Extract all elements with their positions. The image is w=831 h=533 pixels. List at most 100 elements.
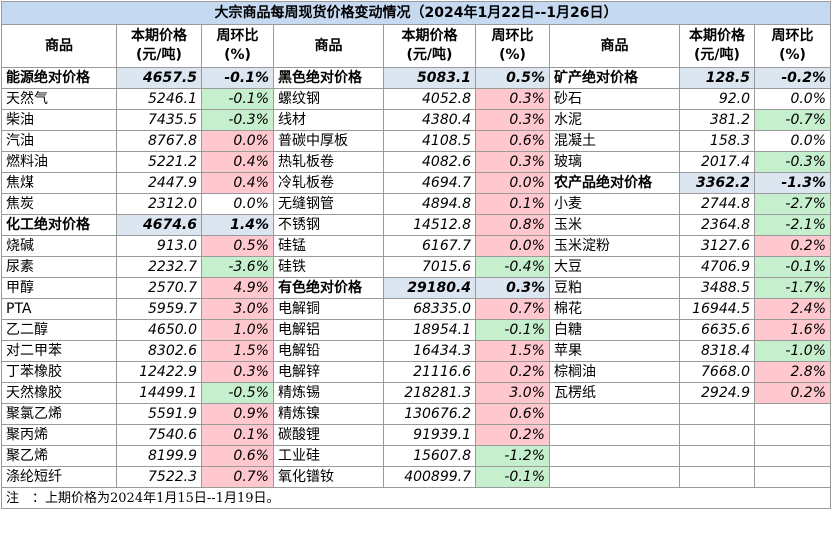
header-price-line2: (元/吨) <box>136 47 182 63</box>
commodity-name: 玉米淀粉 <box>549 235 680 257</box>
commodity-price-table: 大宗商品每周现货价格变动情况（2024年1月22日--1月26日） 商品 本期价格… <box>0 1 831 509</box>
commodity-name: 硅铁 <box>273 256 384 278</box>
table-row: 天然气 5246.1 -0.1% 螺纹钢 4052.8 0.3% 砂石 92.0 0.0% <box>1 88 831 110</box>
commodity-name: 燃料油 <box>1 151 117 173</box>
price-value: 21116.6 <box>383 361 476 383</box>
change-value: 0.3% <box>201 361 274 383</box>
price-value: 2232.7 <box>116 256 202 278</box>
change-value: -0.1% <box>201 67 274 89</box>
table-row: 能源绝对价格 4657.5 -0.1% 黑色绝对价格 5083.1 0.5% 矿产绝对价格 1… <box>1 67 831 89</box>
commodity-name: 硅锰 <box>273 235 384 257</box>
commodity-name: 砂石 <box>549 88 680 110</box>
empty-cell <box>549 403 680 425</box>
category-name: 化工绝对价格 <box>1 214 117 236</box>
commodity-name: 聚丙烯 <box>1 424 117 446</box>
commodity-name: 苹果 <box>549 340 680 362</box>
price-value: 6167.7 <box>383 235 476 257</box>
empty-cell <box>549 424 680 446</box>
price-value: 3127.6 <box>679 235 755 257</box>
price-value: 218281.3 <box>383 382 476 404</box>
change-value: 0.5% <box>475 67 550 89</box>
commodity-name: 氧化镨钕 <box>273 466 384 488</box>
commodity-name: 瓦楞纸 <box>549 382 680 404</box>
price-value: 16944.5 <box>679 298 755 320</box>
price-value: 4108.5 <box>383 130 476 152</box>
header-price: 本期价格 (元/吨) <box>383 24 476 68</box>
category-name: 黑色绝对价格 <box>273 67 384 89</box>
table-row: 尿素 2232.7 -3.6% 硅铁 7015.6 -0.4% 大豆 4706.9 -0.1% <box>1 256 831 278</box>
price-value: 2924.9 <box>679 382 755 404</box>
price-value: 128.5 <box>679 67 755 89</box>
header-change-line2: (%) <box>499 47 526 63</box>
commodity-name: 碳酸锂 <box>273 424 384 446</box>
change-value: 0.2% <box>753 235 831 257</box>
commodity-name: 尿素 <box>1 256 117 278</box>
change-value: 1.6% <box>753 319 831 341</box>
price-value: 7435.5 <box>116 109 202 131</box>
empty-cell <box>679 424 755 446</box>
change-value: 0.0% <box>475 235 550 257</box>
empty-cell <box>549 445 680 467</box>
price-value: 5246.1 <box>116 88 202 110</box>
change-value: 2.8% <box>753 361 831 383</box>
price-value: 15607.8 <box>383 445 476 467</box>
commodity-name: 聚氯乙烯 <box>1 403 117 425</box>
category-name: 矿产绝对价格 <box>549 67 680 89</box>
commodity-name: 螺纹钢 <box>273 88 384 110</box>
table-row: 焦煤 2447.9 0.4% 冷轧板卷 4694.7 0.0% 农产品绝对价格 3362.2-… <box>1 172 831 194</box>
change-value: 0.3% <box>475 277 550 299</box>
commodity-name: 电解铝 <box>273 319 384 341</box>
commodity-name: 线材 <box>273 109 384 131</box>
change-value: -0.1% <box>753 256 831 278</box>
commodity-name: 热轧板卷 <box>273 151 384 173</box>
change-value: 0.0% <box>201 193 274 215</box>
header-price-line1: 本期价格 <box>401 28 458 44</box>
price-value: 8767.8 <box>116 130 202 152</box>
commodity-name: 白糖 <box>549 319 680 341</box>
commodity-name: 乙二醇 <box>1 319 117 341</box>
commodity-name: 大豆 <box>549 256 680 278</box>
commodity-name: 不锈钢 <box>273 214 384 236</box>
commodity-name: 电解锌 <box>273 361 384 383</box>
price-value: 130676.2 <box>383 403 476 425</box>
change-value: 0.3% <box>475 109 550 131</box>
header-commodity: 商品 <box>273 24 384 68</box>
header-change: 周环比 (%) <box>753 24 831 68</box>
price-value: 14512.8 <box>383 214 476 236</box>
commodity-name: 焦炭 <box>1 193 117 215</box>
price-value: 4706.9 <box>679 256 755 278</box>
commodity-name: 豆粕 <box>549 277 680 299</box>
header-price-line2: (元/吨) <box>406 47 453 63</box>
change-value: -1.2% <box>475 445 550 467</box>
price-value: 2017.4 <box>679 151 755 173</box>
price-value: 4674.6 <box>116 214 202 236</box>
header-price-line1: 本期价格 <box>689 28 745 44</box>
header-change-line1: 周环比 <box>216 28 259 44</box>
price-value: 7015.6 <box>383 256 476 278</box>
commodity-name: 无缝钢管 <box>273 193 384 215</box>
price-value: 2570.7 <box>116 277 202 299</box>
price-value: 7540.6 <box>116 424 202 446</box>
commodity-name: 烧碱 <box>1 235 117 257</box>
change-value: -0.5% <box>201 382 274 404</box>
header-change-line1: 周环比 <box>771 28 814 44</box>
header-change: 周环比 (%) <box>475 24 550 68</box>
category-name: 农产品绝对价格 <box>549 172 680 194</box>
table-row: PTA 5959.7 3.0% 电解铜 68335.0 0.7% 棉花 16944.5 2.4% <box>1 298 831 320</box>
change-value: 0.3% <box>475 88 550 110</box>
price-value: 381.2 <box>679 109 755 131</box>
table-row: 对二甲苯 8302.6 1.5% 电解铅 16434.3 1.5% 苹果 8318.4 -1.0… <box>1 340 831 362</box>
table-row: 聚乙烯 8199.9 0.6% 工业硅 15607.8 -1.2% <box>1 445 831 467</box>
change-value: 0.6% <box>201 445 274 467</box>
change-value: 0.6% <box>475 403 550 425</box>
header-price-line2: (元/吨) <box>694 47 740 63</box>
commodity-name: PTA <box>1 298 117 320</box>
price-value: 4894.8 <box>383 193 476 215</box>
header-commodity: 商品 <box>1 24 117 68</box>
price-value: 6635.6 <box>679 319 755 341</box>
price-value: 3488.5 <box>679 277 755 299</box>
commodity-name: 焦煤 <box>1 172 117 194</box>
price-value: 913.0 <box>116 235 202 257</box>
empty-cell <box>753 403 831 425</box>
table-row: 汽油 8767.8 0.0% 普碳中厚板 4108.5 0.6% 混凝土 158.3 0.0% <box>1 130 831 152</box>
